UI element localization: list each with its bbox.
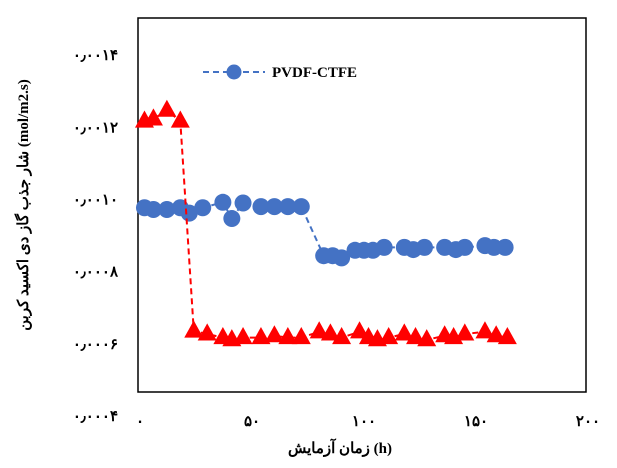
data-point xyxy=(456,238,474,256)
y-tick-label: ۰٫۰۰۰۶ xyxy=(73,337,118,353)
data-point xyxy=(333,249,351,267)
series-pvdf-ctfe xyxy=(135,193,514,267)
legend: PVDF-CTFE xyxy=(203,64,357,81)
data-point xyxy=(406,327,426,345)
data-point xyxy=(350,321,370,339)
data-point xyxy=(394,323,414,341)
y-tick-label: ۰٫۰۰۱۴ xyxy=(73,48,118,64)
data-point xyxy=(475,321,495,339)
data-point xyxy=(234,194,252,212)
data-point xyxy=(309,321,329,339)
data-point xyxy=(144,201,162,219)
data-point xyxy=(320,323,340,341)
data-point xyxy=(214,193,232,211)
data-point xyxy=(143,108,163,126)
data-point xyxy=(496,238,514,256)
data-point xyxy=(486,325,506,343)
data-point xyxy=(264,325,284,343)
data-point xyxy=(332,327,352,345)
data-point xyxy=(194,199,212,217)
y-axis-tick-labels: ۰٫۰۰۰۴ ۰٫۰۰۰۶ ۰٫۰۰۰۸ ۰٫۰۰۱۰ ۰٫۰۰۱۲ ۰٫۰۰۱۴ xyxy=(73,48,119,425)
data-point xyxy=(223,210,241,228)
data-point xyxy=(158,201,176,219)
legend-marker xyxy=(226,64,242,80)
y-tick-label: ۰٫۰۰۱۲ xyxy=(73,120,118,136)
data-point xyxy=(265,198,283,216)
data-point xyxy=(197,323,217,341)
data-point xyxy=(379,327,399,345)
x-tick-label: ۰ xyxy=(136,414,144,430)
x-axis-tick-labels: ۰ ۵۰ ۱۰۰ ۱۵۰ ۲۰۰ xyxy=(136,414,600,430)
x-tick-label: ۲۰۰ xyxy=(576,414,600,430)
series-layer xyxy=(134,99,517,347)
data-point xyxy=(292,198,310,216)
data-point xyxy=(375,238,393,256)
data-point xyxy=(170,110,190,128)
data-point xyxy=(184,320,204,338)
data-point xyxy=(455,323,475,341)
data-point xyxy=(279,198,297,216)
data-point xyxy=(157,99,177,117)
legend-label: PVDF-CTFE xyxy=(272,65,357,81)
y-tick-label: ۰٫۰۰۰۸ xyxy=(73,265,119,281)
data-point xyxy=(252,198,270,216)
x-axis-title: زمان آزمایش (h) xyxy=(288,438,392,457)
x-tick-label: ۱۰۰ xyxy=(352,414,376,430)
y-tick-label: ۰٫۰۰۱۰ xyxy=(73,192,118,208)
data-point xyxy=(251,327,271,345)
x-tick-label: ۵۰ xyxy=(244,414,260,430)
data-point xyxy=(417,329,437,347)
y-tick-label: ۰٫۰۰۰۴ xyxy=(73,409,118,425)
y-axis-title: شار جذب گاز دی اکسید کربن (mol/m2.s) xyxy=(14,79,32,331)
data-point xyxy=(497,327,517,345)
series-red xyxy=(134,99,517,347)
x-tick-label: ۱۵۰ xyxy=(464,414,488,430)
data-point xyxy=(415,238,433,256)
data-point xyxy=(233,327,253,345)
data-point xyxy=(278,327,298,345)
data-point xyxy=(291,327,311,345)
